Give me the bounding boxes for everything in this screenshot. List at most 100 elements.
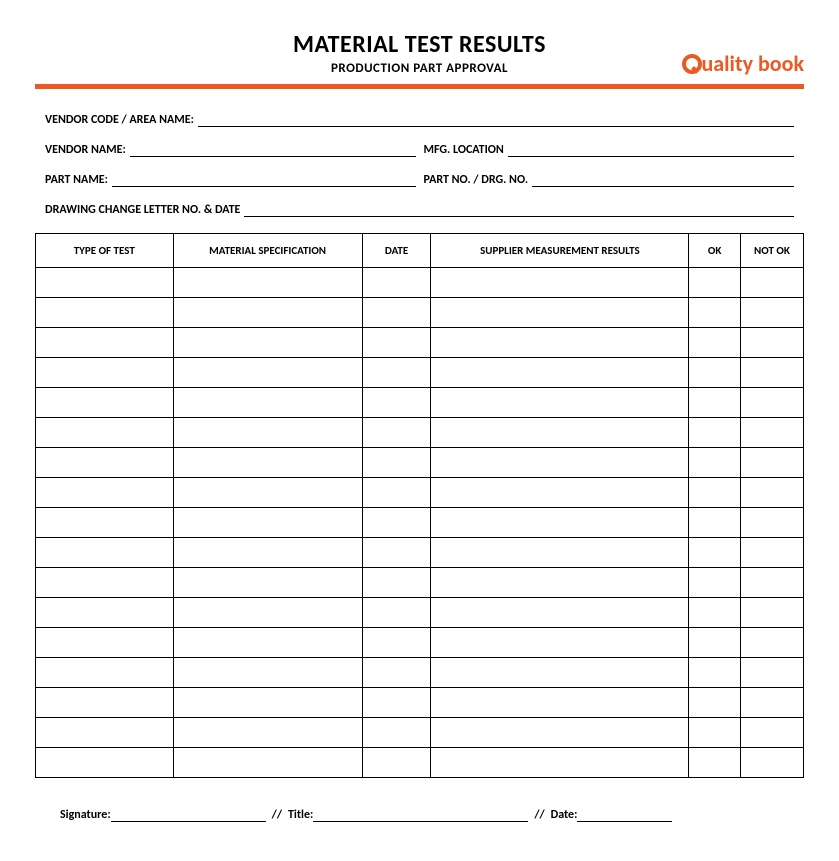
table-cell [173,688,362,718]
table-cell [362,448,431,478]
table-cell [362,748,431,778]
line-mfg-location [508,143,794,157]
th-ok: OK [689,234,741,268]
line-vendor-code [198,113,794,127]
table-cell [689,448,741,478]
table-cell [362,508,431,538]
table-cell [689,568,741,598]
table-cell [740,268,803,298]
th-notok: NOT OK [740,234,803,268]
table-cell [362,358,431,388]
label-title: Title: [288,808,313,822]
table-cell [431,328,689,358]
table-cell [173,568,362,598]
table-cell [689,478,741,508]
table-cell [36,268,174,298]
table-cell [431,628,689,658]
table-cell [689,418,741,448]
table-cell [36,388,174,418]
table-cell [740,358,803,388]
table-row [36,328,804,358]
table-cell [36,598,174,628]
table-cell [431,358,689,388]
table-cell [689,268,741,298]
table-cell [173,328,362,358]
table-cell [689,388,741,418]
label-vendor-code: VENDOR CODE / AREA NAME: [45,113,198,127]
table-cell [362,568,431,598]
table-cell [740,718,803,748]
table-cell [431,748,689,778]
table-cell [689,598,741,628]
table-cell [740,748,803,778]
table-header-row: TYPE OF TEST MATERIAL SPECIFICATION DATE… [36,234,804,268]
table-row [36,538,804,568]
line-drawing-change [244,203,794,217]
table-cell [36,628,174,658]
table-cell [740,598,803,628]
line-title [313,808,528,822]
logo-q-icon [681,53,703,75]
table-row [36,568,804,598]
table-cell [362,718,431,748]
table-cell [36,688,174,718]
table-cell [740,508,803,538]
table-cell [173,298,362,328]
table-cell [36,298,174,328]
table-cell [431,658,689,688]
footer: Signature: // Title: // Date: [35,808,804,822]
table-cell [173,748,362,778]
field-mfg-location: MFG. LOCATION [424,143,795,157]
table-cell [689,358,741,388]
table-cell [36,418,174,448]
table-cell [689,658,741,688]
label-signature: Signature: [60,808,111,822]
table-cell [36,358,174,388]
table-row [36,478,804,508]
table-cell [173,268,362,298]
table-cell [173,658,362,688]
table-cell [431,718,689,748]
table-cell [362,388,431,418]
table-cell [740,298,803,328]
field-part-no: PART NO. / DRG. NO. [424,173,795,187]
field-vendor-code: VENDOR CODE / AREA NAME: [45,113,794,127]
table-cell [689,628,741,658]
table-cell [740,418,803,448]
table-row [36,508,804,538]
table-cell [173,598,362,628]
line-part-name [112,173,416,187]
label-part-no: PART NO. / DRG. NO. [424,173,533,187]
table-cell [431,478,689,508]
table-row [36,688,804,718]
table-cell [431,448,689,478]
table-row [36,418,804,448]
table-cell [431,508,689,538]
table-cell [173,388,362,418]
table-cell [740,448,803,478]
field-part-name: PART NAME: [45,173,416,187]
table-cell [173,478,362,508]
th-spec: MATERIAL SPECIFICATION [173,234,362,268]
field-vendor-name-row: VENDOR NAME: MFG. LOCATION [45,143,794,157]
line-signature [111,808,266,822]
table-cell [362,298,431,328]
table-cell [431,568,689,598]
table-cell [173,538,362,568]
th-result: SUPPLIER MEASUREMENT RESULTS [431,234,689,268]
table-cell [431,298,689,328]
field-vendor-name: VENDOR NAME: [45,143,416,157]
table-cell [740,628,803,658]
table-cell [689,508,741,538]
label-vendor-name: VENDOR NAME: [45,143,130,157]
table-cell [431,418,689,448]
table-cell [173,448,362,478]
form-fields: VENDOR CODE / AREA NAME: VENDOR NAME: MF… [35,113,804,217]
table-cell [173,418,362,448]
table-cell [36,658,174,688]
table-cell [689,688,741,718]
sep-1: // [266,808,288,822]
table-row [36,628,804,658]
table-cell [36,478,174,508]
table-cell [36,538,174,568]
